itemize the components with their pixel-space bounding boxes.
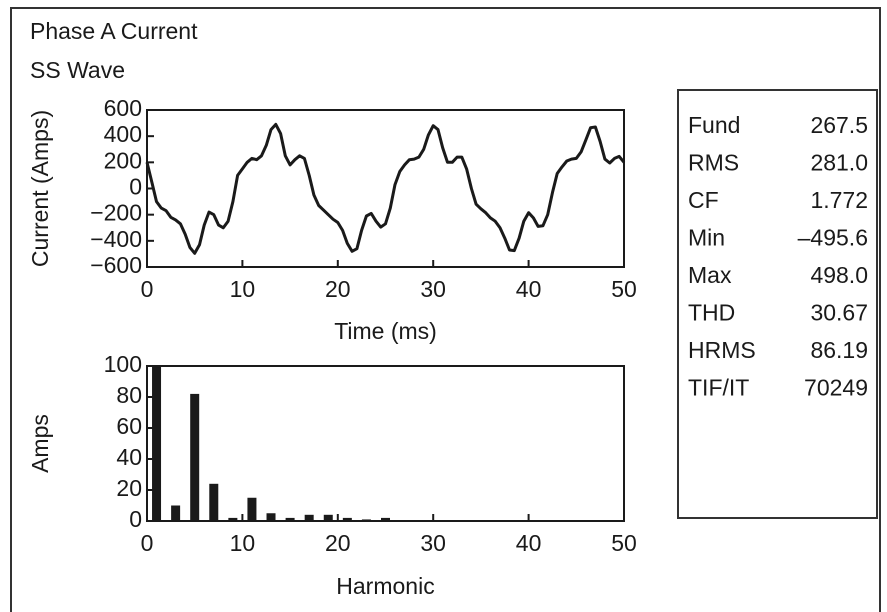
outer-frame <box>10 7 881 612</box>
y-tick-label: 20 <box>116 475 142 501</box>
plot-frame <box>146 365 625 522</box>
bar <box>247 497 257 521</box>
bar <box>381 517 390 521</box>
y-tick-label: 100 <box>104 351 142 377</box>
stat-label: THD <box>688 300 735 326</box>
title: Phase A Current <box>30 18 198 44</box>
bar <box>304 514 314 521</box>
y-tick-label: 40 <box>116 444 142 470</box>
bar <box>190 393 200 521</box>
y-axis-label: Current (Amps) <box>27 110 53 267</box>
y-tick-label: 60 <box>116 413 142 439</box>
x-tick-label: 40 <box>516 530 542 556</box>
x-tick-label: 10 <box>230 530 256 556</box>
stat-value: 70249 <box>804 375 868 401</box>
stat-label: RMS <box>688 150 739 176</box>
y-axis-label: Amps <box>27 414 53 473</box>
subtitle: SS Wave <box>30 57 125 83</box>
stat-label: HRMS <box>688 337 756 363</box>
stat-value: 281.0 <box>810 150 868 176</box>
x-tick-label: 30 <box>420 530 446 556</box>
x-axis-label: Harmonic <box>336 573 434 599</box>
bar <box>323 514 333 521</box>
stat-value: 86.19 <box>810 337 868 363</box>
y-tick-label: 400 <box>104 121 142 147</box>
stat-value: 1.772 <box>810 187 868 213</box>
bar <box>152 366 162 521</box>
y-tick-label: 200 <box>104 147 142 173</box>
x-tick-label: 0 <box>141 530 154 556</box>
x-tick-label: 10 <box>230 276 256 302</box>
y-tick-label: 600 <box>104 95 142 121</box>
bar <box>171 505 181 521</box>
x-tick-label: 50 <box>611 276 637 302</box>
bar <box>361 519 371 521</box>
x-tick-label: 20 <box>325 530 351 556</box>
stat-label: CF <box>688 187 719 213</box>
stat-value: 498.0 <box>810 262 868 288</box>
bar <box>228 517 238 521</box>
y-tick-label: −200 <box>90 200 142 226</box>
stat-value: –495.6 <box>798 225 868 251</box>
x-tick-label: 20 <box>325 276 351 302</box>
x-tick-label: 50 <box>611 530 637 556</box>
x-axis-label: Time (ms) <box>334 318 437 344</box>
stat-value: 267.5 <box>810 112 868 138</box>
x-tick-label: 30 <box>420 276 446 302</box>
bar <box>285 517 295 521</box>
y-tick-label: 0 <box>129 174 142 200</box>
waveform <box>145 122 626 255</box>
bar <box>266 513 276 521</box>
y-tick-label: −600 <box>90 252 142 278</box>
stat-value: 30.67 <box>810 300 868 326</box>
y-tick-label: 80 <box>116 382 142 408</box>
stat-label: Max <box>688 262 732 288</box>
x-tick-label: 0 <box>141 276 154 302</box>
stat-label: TIF/IT <box>688 375 749 401</box>
x-tick-label: 40 <box>516 276 542 302</box>
y-tick-label: 0 <box>129 506 142 532</box>
stat-label: Min <box>688 225 725 251</box>
bar <box>209 483 219 521</box>
bar <box>342 517 352 521</box>
stats-box <box>677 89 878 519</box>
y-tick-label: −400 <box>90 226 142 252</box>
stat-label: Fund <box>688 112 740 138</box>
